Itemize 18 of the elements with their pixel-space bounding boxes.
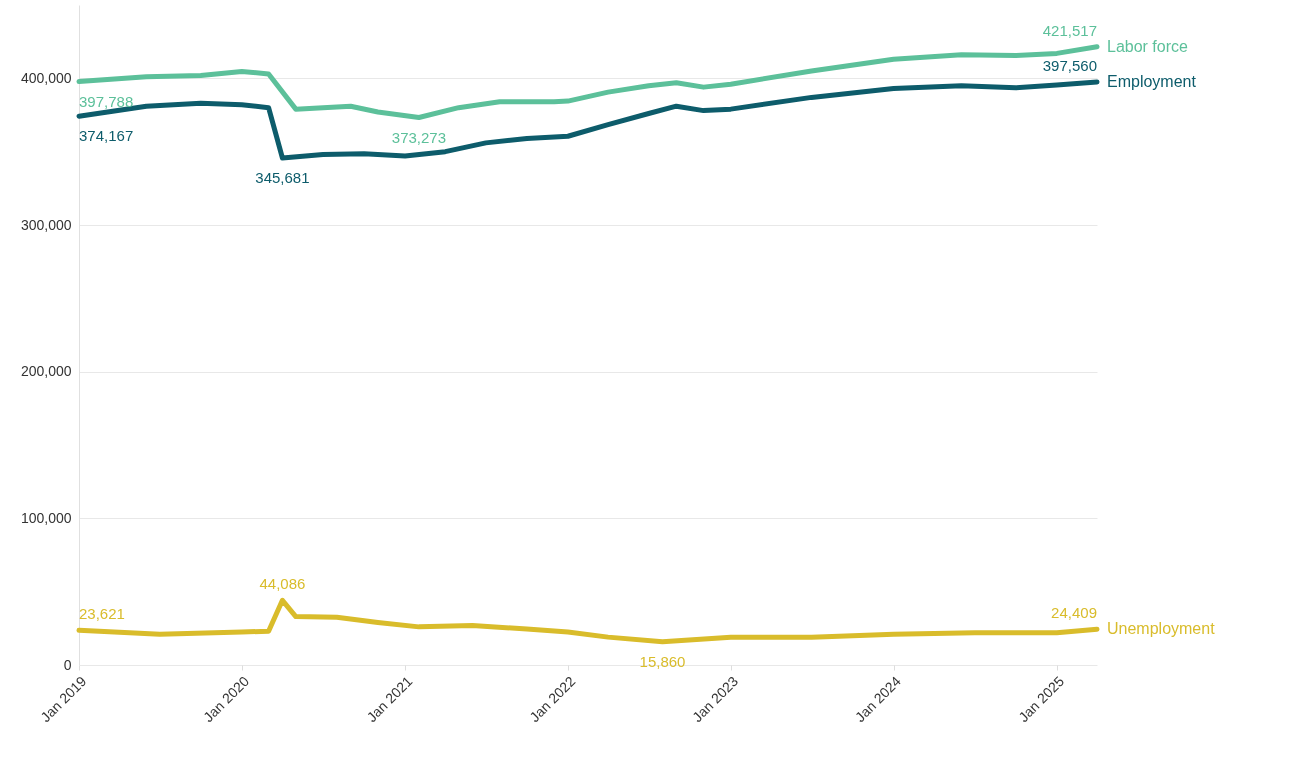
annotation: 373,273 (391, 128, 447, 146)
annotation: 421,517 (1042, 21, 1097, 39)
annotation: 345,681 (255, 169, 310, 186)
y-tick-label: 400,000 (20, 69, 72, 86)
annotation: 374,167 (79, 127, 134, 145)
y-tick-label: 100,000 (20, 509, 72, 526)
y-tick-label: 0 (63, 656, 72, 673)
annotation: 24,409 (1051, 604, 1097, 622)
annotation: 397,560 (1042, 56, 1097, 74)
y-tick-label: 200,000 (20, 363, 72, 380)
series-label: Unemployment (1107, 620, 1216, 638)
annotation: 23,621 (79, 605, 125, 623)
annotation: 44,086 (259, 575, 306, 593)
series-label: Employment (1107, 72, 1197, 90)
y-tick-label: 300,000 (20, 216, 72, 233)
annotation: 397,788 (79, 92, 134, 110)
series-label: Labor force (1107, 37, 1189, 55)
annotation: 15,860 (639, 652, 686, 670)
